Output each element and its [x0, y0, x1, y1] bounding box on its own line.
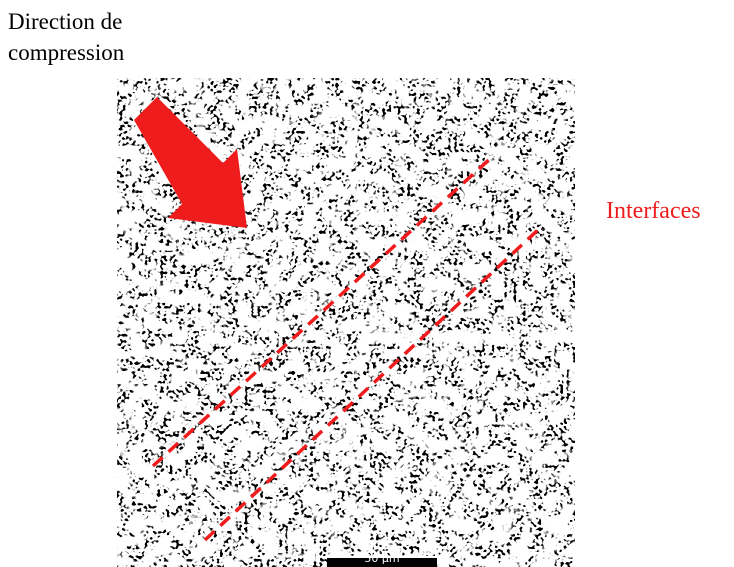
interface-line-1 [151, 155, 494, 468]
compression-direction-arrow [134, 97, 247, 228]
interface-line-2 [203, 226, 542, 542]
direction-label-line2: compression [8, 40, 125, 65]
direction-label-line1: Direction de [8, 9, 123, 34]
scale-bar-label: 50 μm [364, 552, 400, 565]
micrograph: 50 μm [117, 78, 575, 567]
interfaces-label: Interfaces [606, 198, 701, 224]
micrograph-image [117, 78, 575, 567]
direction-label: Direction de compression [8, 6, 208, 68]
scale-bar [327, 556, 437, 567]
